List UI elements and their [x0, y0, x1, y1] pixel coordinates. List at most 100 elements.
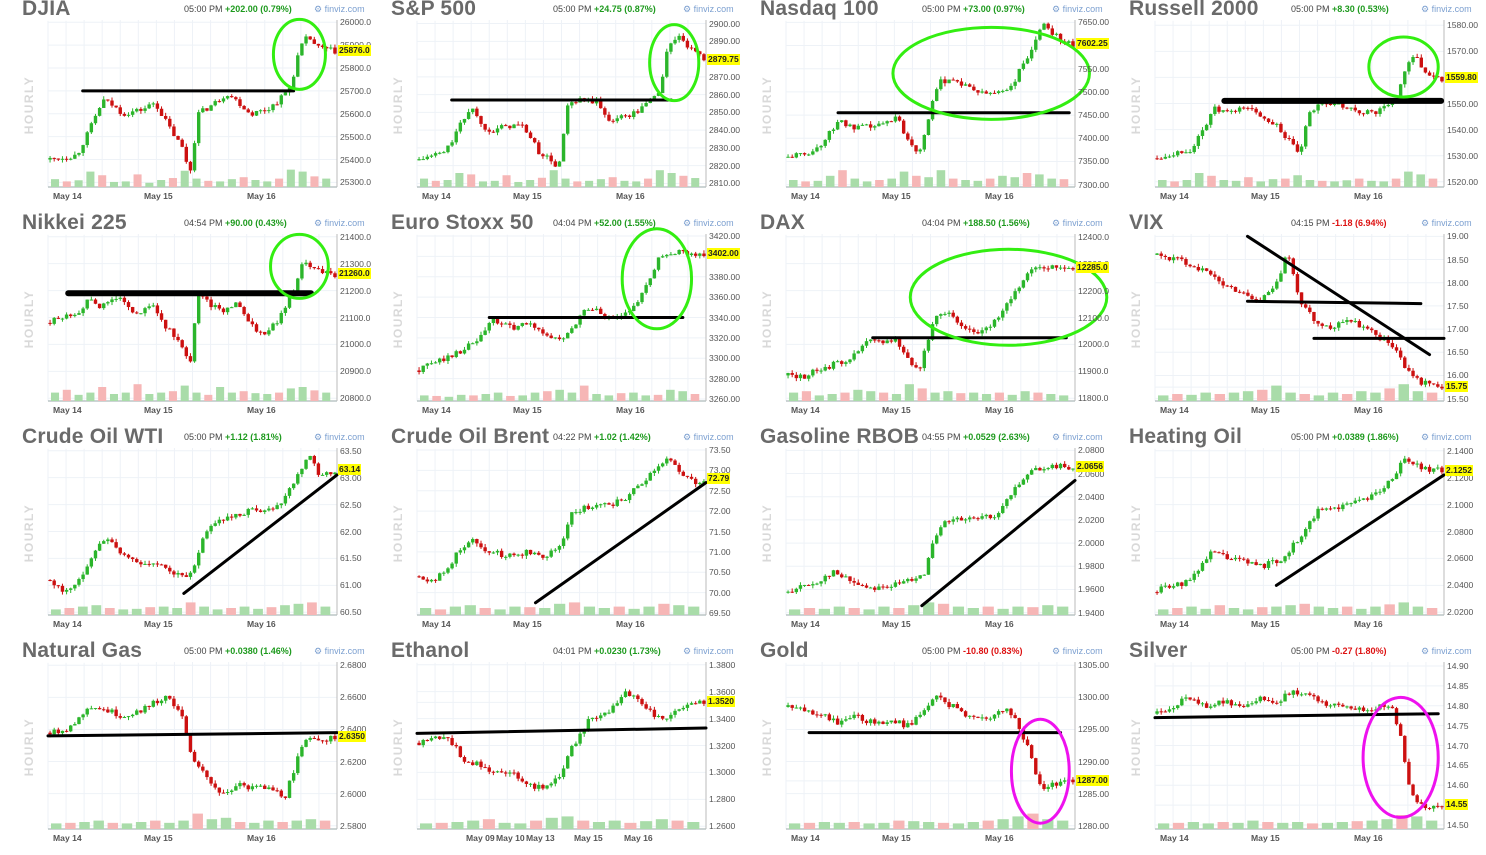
chart-panel[interactable]: HOURLY Gasoline RBOB 04:55 PM +0.0529 (2.63… — [739, 425, 1110, 641]
candle-body — [52, 729, 56, 735]
candle-body — [811, 710, 815, 715]
chart-svg — [785, 662, 1076, 830]
candle-body — [438, 736, 442, 739]
chart-svg — [1154, 20, 1445, 188]
candle-body — [1361, 113, 1366, 115]
volume-bar — [1299, 394, 1310, 401]
volume-bar — [455, 173, 464, 187]
volume-bar — [1186, 394, 1197, 401]
candle-body — [316, 738, 321, 741]
chart-panel[interactable]: HOURLY Gold 05:00 PM -10.80 (0.83%) ⚙ finviz… — [739, 639, 1110, 855]
candle-body — [644, 285, 648, 293]
candle-body — [1275, 560, 1279, 564]
chart-panel[interactable]: HOURLY S&P 500 05:00 PM +24.75 (0.87%) ⚙ fin… — [370, 0, 741, 213]
x-tick-label: May 14 — [53, 405, 82, 415]
candle-body — [1308, 693, 1312, 695]
candle-body — [906, 133, 910, 140]
chart-panel[interactable]: HOURLY Euro Stoxx 50 04:04 PM +52.00 (1.55%… — [370, 211, 741, 427]
chart-panel[interactable]: HOURLY Nikkei 225 04:54 PM +90.00 (0.43%) ⚙ … — [1, 211, 372, 427]
y-tick-label: 1.2800 — [709, 794, 736, 805]
candle-body — [553, 549, 558, 551]
candle-body — [1229, 700, 1234, 706]
chart-panel[interactable]: HOURLY VIX 04:15 PM -1.18 (6.94%) ⚙ finviz.c… — [1108, 211, 1479, 427]
volume-bar — [952, 606, 965, 615]
candle-body — [565, 332, 570, 339]
change-value: +0.0380 (1.46%) — [225, 646, 292, 656]
volume-bar — [1007, 394, 1017, 401]
candle-body — [1390, 706, 1395, 709]
candle-body — [1431, 75, 1436, 77]
change-value: +1.12 (1.81%) — [225, 432, 282, 442]
y-tick-label: 25300.0 — [340, 177, 372, 188]
candle-body — [1050, 28, 1054, 35]
candle-body — [217, 101, 222, 103]
candle-body — [48, 732, 52, 735]
volume-bar — [628, 608, 640, 615]
candle-body — [433, 362, 438, 364]
y-tick-label: 2.0800 — [1078, 445, 1105, 456]
volume-bars — [51, 384, 331, 401]
hourly-watermark: HOURLY — [22, 717, 36, 777]
chart-panel[interactable]: HOURLY Heating Oil 05:00 PM +0.0389 (1.86%)… — [1108, 425, 1479, 641]
volume-bar — [1330, 181, 1339, 187]
x-tick-label: May 15 — [144, 191, 173, 201]
candle-body — [840, 574, 844, 578]
y-tick-label: 3360.00 — [709, 292, 741, 303]
candle-body — [1054, 464, 1059, 469]
candle-body — [1213, 704, 1217, 707]
chart-panel[interactable]: HOURLY Crude Oil WTI 05:00 PM +1.12 (1.81%)… — [1, 425, 372, 641]
y-tick-label: 60.50 — [340, 607, 362, 618]
chart-panel[interactable]: HOURLY Natural Gas 05:00 PM +0.0380 (1.46%)… — [1, 639, 372, 855]
candle-body — [561, 133, 566, 162]
candle-body — [1233, 110, 1238, 112]
candle-body — [429, 363, 434, 365]
candle-body — [698, 51, 702, 55]
volume-bar — [275, 392, 284, 401]
candle-body — [910, 578, 914, 581]
chart-panel[interactable]: HOURLY DAX 04:04 PM +188.50 (1.56%) ⚙ finviz… — [739, 211, 1110, 427]
candle-body — [1221, 552, 1225, 555]
candle-body — [934, 695, 939, 700]
candle-body — [632, 305, 636, 311]
candle-body — [615, 499, 619, 506]
candle-body — [454, 552, 458, 564]
x-tick-label: May 15 — [144, 405, 173, 415]
candle-body — [139, 562, 143, 565]
volume-bar — [801, 391, 811, 401]
chart-panel[interactable]: HOURLY DJIA 05:00 PM +202.00 (0.79%) ⚙ finvi… — [1, 0, 372, 213]
candle-body — [1316, 104, 1320, 111]
chart-panel[interactable]: HOURLY Crude Oil Brent 04:22 PM +1.02 (1.42… — [370, 425, 741, 641]
candle-body — [221, 519, 226, 521]
candle-body — [827, 366, 832, 369]
chart-panel[interactable]: HOURLY Russell 2000 05:00 PM +8.30 (0.53%) ⚙… — [1108, 0, 1479, 213]
chart-panel[interactable]: HOURLY Nasdaq 100 05:00 PM +73.00 (0.97%) ⚙ … — [739, 0, 1110, 213]
hourly-watermark: HOURLY — [1129, 289, 1143, 349]
candle-body — [250, 786, 255, 790]
candle-body — [1155, 711, 1159, 714]
volume-bar — [1370, 606, 1381, 615]
candle-body — [1287, 693, 1291, 695]
candle-body — [1054, 265, 1059, 268]
y-tick-label: 3260.00 — [709, 393, 741, 404]
volume-bar — [526, 180, 535, 187]
y-tick-label: 73.00 — [709, 465, 731, 476]
candle-body — [73, 584, 77, 589]
candle-body — [304, 739, 308, 747]
chart-panel[interactable]: HOURLY Ethanol 04:01 PM +0.0230 (1.73%) ⚙ fi… — [370, 639, 741, 855]
candle-body — [918, 575, 922, 579]
volume-bar — [545, 817, 558, 829]
candle-body — [300, 468, 304, 475]
candle-body — [532, 323, 537, 328]
candle-body — [483, 123, 487, 130]
grid-lines — [1154, 448, 1445, 615]
volume-bar — [192, 813, 203, 829]
candle-body — [1034, 267, 1038, 270]
candle-body — [271, 508, 275, 510]
candle-body — [1188, 579, 1192, 581]
chart-svg — [47, 17, 338, 188]
candle-body — [1250, 562, 1254, 564]
volume-bar — [172, 608, 183, 615]
candle-body — [221, 98, 226, 102]
chart-panel[interactable]: HOURLY Silver 05:00 PM -0.27 (1.80%) ⚙ finvi… — [1108, 639, 1479, 855]
candle-body — [893, 116, 898, 122]
